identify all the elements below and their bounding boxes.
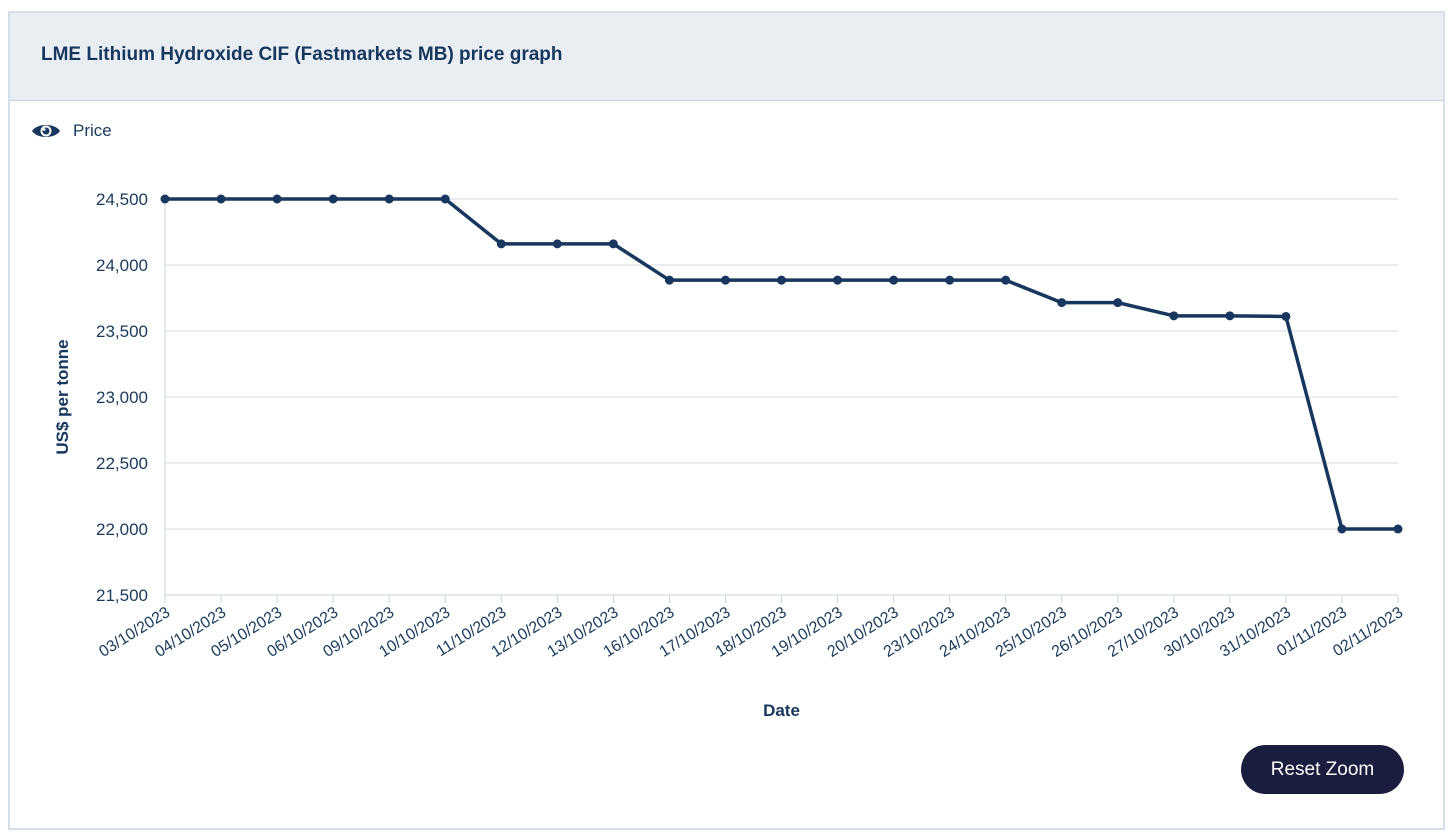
data-point xyxy=(664,275,674,285)
data-point xyxy=(1001,275,1011,285)
data-point xyxy=(833,275,843,285)
eye-icon xyxy=(32,125,60,137)
y-tick-label: 21,500 xyxy=(96,586,148,605)
data-point xyxy=(496,239,506,249)
panel-header: LME Lithium Hydroxide CIF (Fastmarkets M… xyxy=(10,13,1443,101)
data-point xyxy=(1337,524,1347,534)
data-point xyxy=(272,194,282,204)
data-point xyxy=(328,194,338,204)
x-axis-title: Date xyxy=(763,701,800,720)
data-point xyxy=(216,194,226,204)
y-tick-label: 22,500 xyxy=(96,454,148,473)
data-point xyxy=(160,194,170,204)
data-point xyxy=(608,239,618,249)
y-tick-label: 24,500 xyxy=(96,190,148,209)
y-tick-label: 22,000 xyxy=(96,520,148,539)
y-tick-label: 24,000 xyxy=(96,256,148,275)
y-axis-title: US$ per tonne xyxy=(53,339,72,454)
chart-panel: LME Lithium Hydroxide CIF (Fastmarkets M… xyxy=(8,11,1445,830)
data-point xyxy=(1225,311,1235,321)
data-point xyxy=(384,194,394,204)
data-point xyxy=(552,239,562,249)
data-point xyxy=(1113,298,1123,308)
data-point xyxy=(889,275,899,285)
series-line-price xyxy=(165,197,1398,531)
legend-label: Price xyxy=(73,121,112,140)
y-tick-label: 23,000 xyxy=(96,388,148,407)
data-point xyxy=(1393,524,1403,534)
reset-zoom-button[interactable]: Reset Zoom xyxy=(1241,745,1404,794)
data-point xyxy=(1057,298,1067,308)
data-point xyxy=(1281,311,1291,321)
data-point xyxy=(777,275,786,285)
legend-item-price[interactable]: Price xyxy=(31,121,112,141)
y-tick-label: 23,500 xyxy=(96,322,148,341)
data-point xyxy=(720,275,730,285)
page-title: LME Lithium Hydroxide CIF (Fastmarkets M… xyxy=(41,44,563,65)
data-point xyxy=(1169,311,1179,321)
data-point xyxy=(945,275,955,285)
data-point xyxy=(440,194,450,204)
